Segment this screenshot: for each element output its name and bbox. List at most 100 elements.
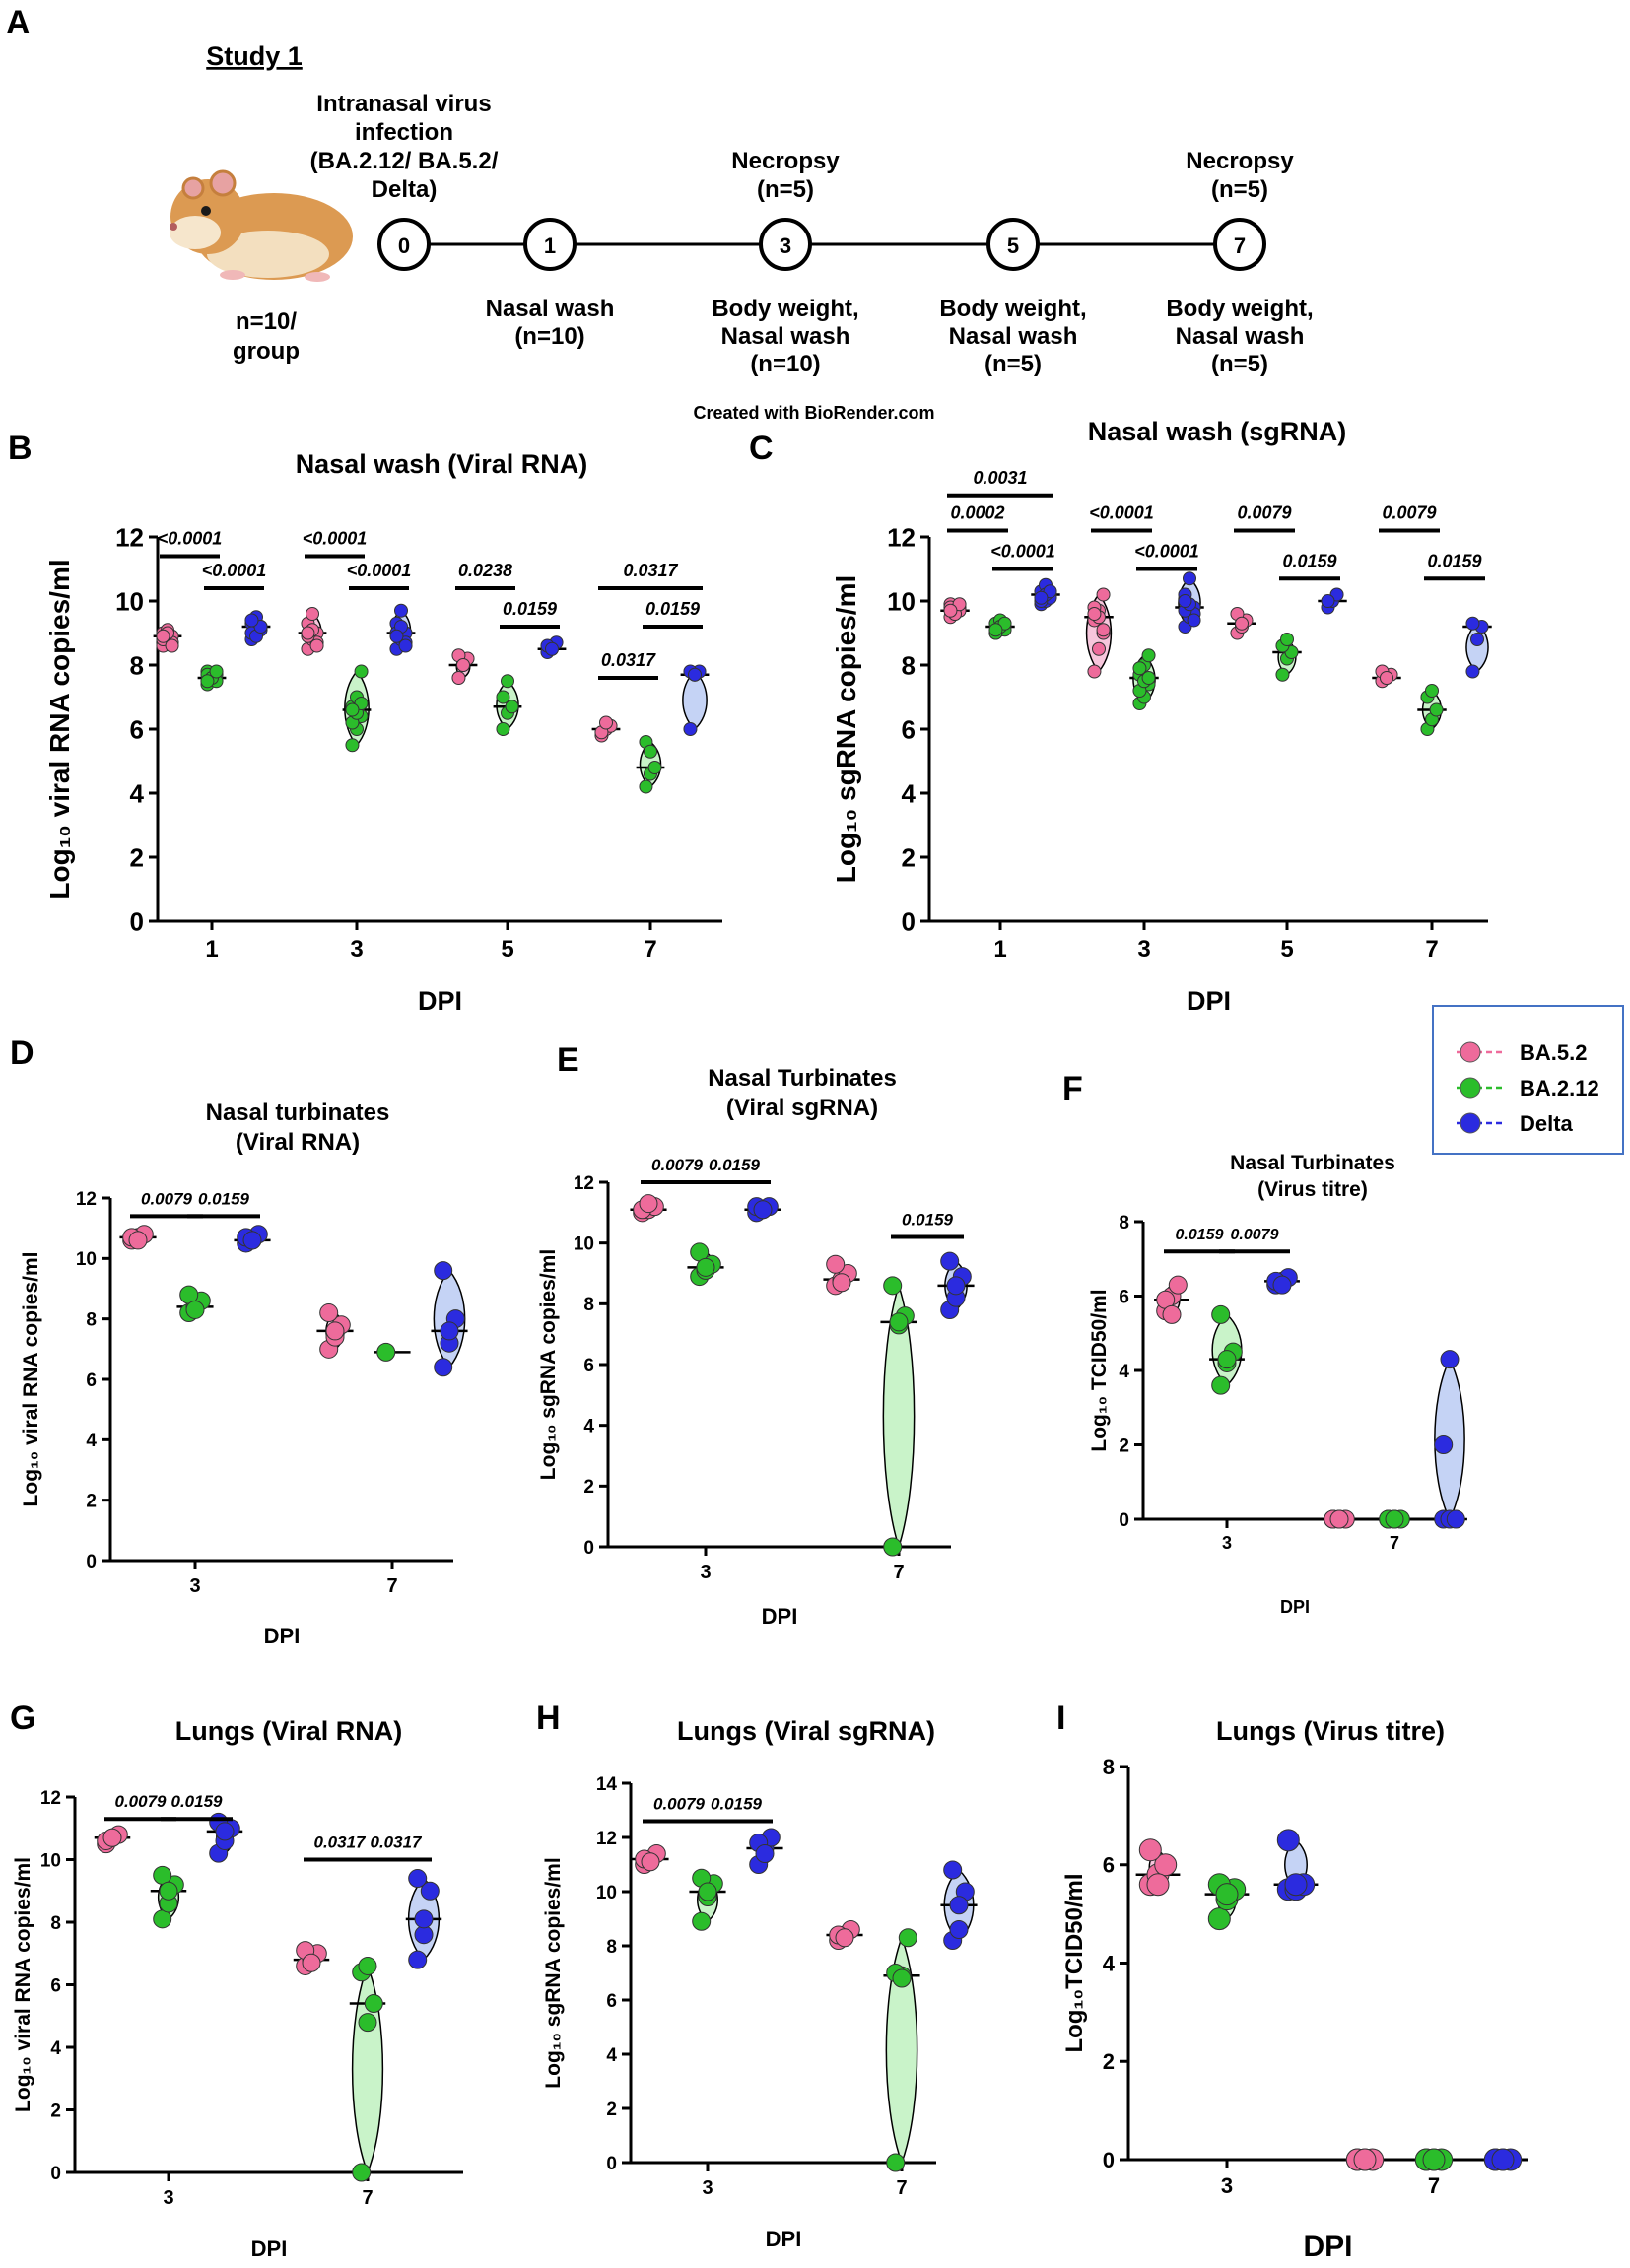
p-value-label: 0.0159 bbox=[709, 1156, 761, 1174]
data-point-Delta bbox=[1440, 1350, 1460, 1369]
p-value-label: 0.0079 bbox=[141, 1189, 193, 1208]
y-tick-label: 6 bbox=[1103, 1853, 1115, 1878]
p-value-label: 0.0079 bbox=[1237, 503, 1291, 523]
data-point-Delta bbox=[1272, 1275, 1292, 1295]
p-value-label: 0.0317 bbox=[371, 1834, 424, 1852]
panel-b-chart: B Nasal wash (Viral RNA) 0 2 4 6 8 10 12 1 3 5 7 DPI L… bbox=[8, 430, 722, 1016]
legend-item-Delta: Delta bbox=[1457, 1111, 1574, 1136]
x-tick-label: 1 bbox=[205, 936, 218, 963]
data-point-Delta bbox=[1034, 590, 1049, 605]
data-point-BA.2.12 bbox=[892, 1968, 912, 1988]
data-point-Delta bbox=[946, 1276, 966, 1296]
y-tick-label: 0 bbox=[1103, 2148, 1115, 2172]
data-point-Delta bbox=[1276, 1829, 1300, 1852]
x-tick-label: 7 bbox=[893, 1562, 904, 1583]
panel-label-c: C bbox=[749, 430, 774, 467]
x-tick-label: 7 bbox=[1390, 1533, 1399, 1553]
data-point-BA.2.12 bbox=[496, 690, 510, 704]
data-point-Delta bbox=[683, 722, 698, 736]
legend-item-BA.5.2: BA.5.2 bbox=[1457, 1040, 1587, 1065]
data-point-BA.2.12 bbox=[358, 1956, 377, 1975]
data-point-BA.2.12 bbox=[988, 623, 1003, 637]
p-value-label: <0.0001 bbox=[303, 529, 368, 549]
data-point-Delta bbox=[688, 667, 702, 682]
x-tick-label: 3 bbox=[163, 2187, 173, 2209]
y-tick-label: 2 bbox=[50, 2101, 61, 2121]
p-value-label: <0.0001 bbox=[158, 529, 223, 549]
data-point-BA.5.2 bbox=[641, 1852, 660, 1872]
y-tick-label: 12 bbox=[574, 1173, 594, 1194]
p-value-label: 0.0159 bbox=[198, 1189, 250, 1208]
data-point-BA.2.12 bbox=[889, 1312, 909, 1332]
timeline-below-text: Body weight, bbox=[1166, 296, 1313, 322]
panel-g-chart: G Lungs (Viral RNA) 0 2 4 6 8 10 12 3 7 DPI Log₁₀ vi… bbox=[10, 1700, 463, 2261]
y-axis-label: Log₁₀ sgRNA copies/ml bbox=[542, 1857, 565, 2088]
data-point-BA.5.2 bbox=[1380, 671, 1393, 685]
panel-label-d: D bbox=[10, 1034, 34, 1072]
p-value-label: <0.0001 bbox=[1089, 503, 1154, 523]
data-point-Delta bbox=[420, 1881, 440, 1901]
data-point-Delta bbox=[215, 1822, 235, 1841]
data-point-Delta bbox=[1321, 594, 1335, 608]
data-point-BA.2.12 bbox=[696, 1257, 715, 1277]
data-point-BA.5.2 bbox=[1329, 1509, 1349, 1529]
x-tick-label: 7 bbox=[1428, 2173, 1440, 2198]
data-point-BA.5.2 bbox=[943, 603, 958, 618]
data-point-BA.2.12 bbox=[1132, 661, 1147, 676]
panel-d-chart: D Nasal turbinates (Viral RNA) 0 2 4 6 8 10 12 3 7 D… bbox=[10, 1034, 468, 1648]
y-tick-label: 6 bbox=[902, 714, 916, 744]
y-tick-label: 0 bbox=[606, 2154, 617, 2174]
p-value-label: 0.0002 bbox=[950, 503, 1004, 523]
y-tick-label: 2 bbox=[1103, 2049, 1115, 2074]
y-tick-label: 0 bbox=[583, 1538, 594, 1559]
p-value-label: 0.0159 bbox=[902, 1211, 954, 1230]
data-point-BA.2.12 bbox=[639, 779, 653, 794]
y-tick-label: 8 bbox=[130, 650, 144, 680]
y-axis-label: Log₁₀ sgRNA copies/ml bbox=[537, 1249, 560, 1480]
y-tick-label: 10 bbox=[574, 1234, 594, 1255]
data-point-Delta bbox=[1446, 1509, 1465, 1529]
panel-h-chart: H Lungs (Viral sgRNA) 0 2 4 6 8 10 12 14 3 7 DPI Log₁… bbox=[536, 1700, 978, 2251]
data-point-BA.2.12 bbox=[692, 1911, 712, 1931]
timeline-above-text: Necropsy bbox=[731, 148, 840, 174]
data-point-Delta bbox=[408, 1950, 428, 1969]
timeline-node-day-1: 1 Nasal wash(n=10) bbox=[486, 218, 614, 350]
group-size-line-1: n=10/ bbox=[236, 308, 297, 335]
data-point-BA.5.2 bbox=[1087, 664, 1102, 679]
y-tick-label: 8 bbox=[1103, 1755, 1115, 1779]
y-tick-label: 2 bbox=[902, 842, 916, 872]
data-point-Delta bbox=[244, 613, 259, 628]
legend-label: BA.5.2 bbox=[1520, 1040, 1587, 1065]
y-tick-label: 6 bbox=[583, 1356, 594, 1376]
p-value-label: 0.0159 bbox=[1427, 551, 1481, 570]
x-axis-label: DPI bbox=[264, 1624, 301, 1648]
data-point-BA.2.12 bbox=[1280, 633, 1294, 646]
y-tick-label: 10 bbox=[76, 1249, 97, 1270]
timeline-day-label: 3 bbox=[780, 233, 791, 258]
timeline-below-text: Body weight, bbox=[939, 296, 1086, 322]
data-point-BA.5.2 bbox=[165, 638, 179, 653]
y-tick-label: 2 bbox=[1119, 1435, 1129, 1456]
timeline-below-text: (n=10) bbox=[750, 351, 820, 377]
x-axis-label: DPI bbox=[1280, 1597, 1310, 1617]
data-point-BA.2.12 bbox=[153, 1865, 172, 1885]
x-tick-label: 3 bbox=[350, 936, 363, 963]
y-tick-label: 4 bbox=[50, 2038, 61, 2059]
data-point-Delta bbox=[753, 1200, 773, 1220]
data-point-BA.2.12 bbox=[883, 1537, 903, 1557]
data-point-BA.5.2 bbox=[156, 629, 170, 643]
data-point-BA.5.2 bbox=[1162, 1304, 1182, 1324]
data-point-Delta bbox=[242, 1231, 262, 1250]
data-point-BA.2.12 bbox=[345, 702, 360, 717]
panel-label-b: B bbox=[8, 430, 33, 467]
data-point-BA.5.2 bbox=[302, 1953, 321, 1972]
data-point-BA.5.2 bbox=[1235, 616, 1249, 631]
data-point-BA.2.12 bbox=[358, 2013, 377, 2033]
group-size-line-2: group bbox=[233, 338, 300, 365]
data-point-Delta bbox=[394, 603, 408, 618]
chart-title: Lungs (Virus titre) bbox=[1216, 1716, 1445, 1746]
data-point-BA.5.2 bbox=[325, 1321, 345, 1341]
data-point-BA.2.12 bbox=[345, 738, 360, 753]
